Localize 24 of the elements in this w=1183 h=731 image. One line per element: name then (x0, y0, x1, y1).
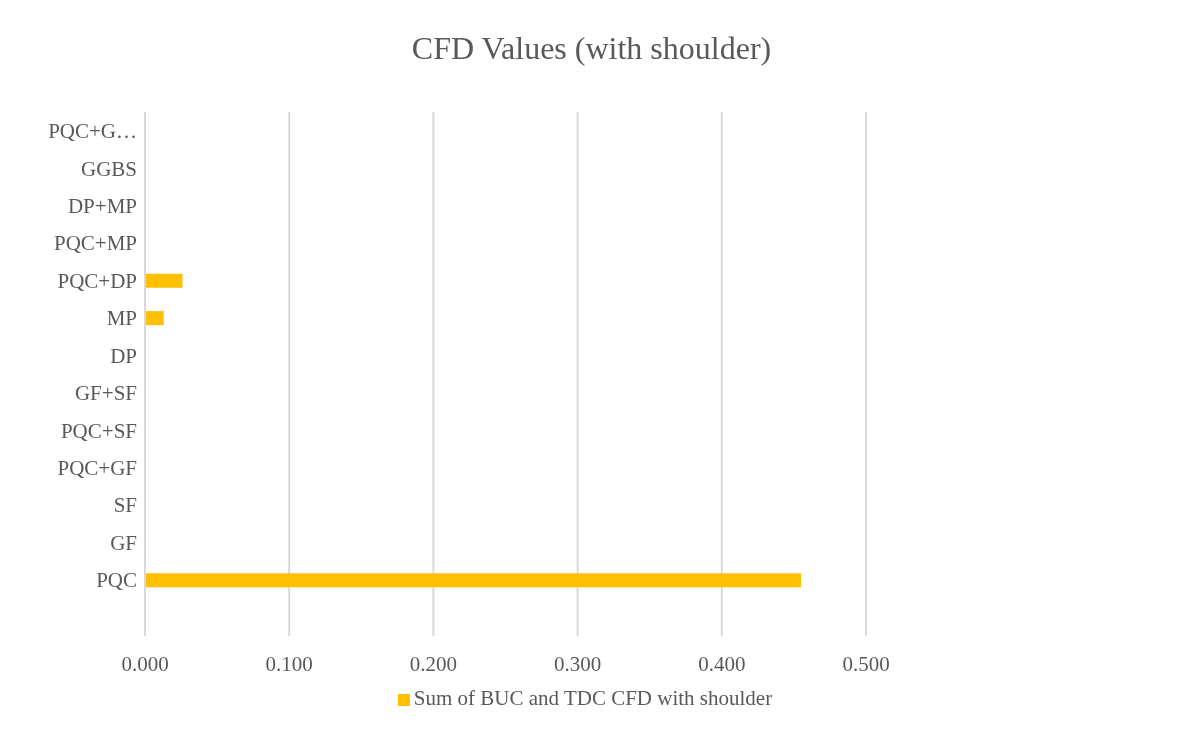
y-tick-label: PQC+GF (57, 456, 137, 481)
bar (145, 273, 183, 288)
x-tick-label: 0.200 (409, 651, 458, 676)
bar (145, 311, 164, 326)
y-tick-label: GF (110, 530, 137, 555)
x-tick-label: 0.500 (842, 651, 890, 676)
x-tick-label: 0.400 (698, 651, 746, 676)
chart-title: CFD Values (with shoulder) (410, 30, 773, 67)
y-tick-label: PQC (96, 568, 137, 593)
y-tick-label: PQC+SF (60, 418, 137, 443)
x-tick-label: 0.100 (265, 651, 313, 676)
y-tick-label: PQC+G… (48, 119, 137, 144)
y-tick-label: SF (113, 493, 137, 518)
y-tick-label: PQC+DP (57, 268, 137, 293)
x-tick-label: 0.000 (121, 651, 169, 676)
x-tick-label: 0.300 (553, 651, 602, 676)
bar (145, 573, 802, 588)
y-tick-label: DP (110, 343, 137, 368)
y-tick-label: MP (106, 306, 137, 331)
legend-label: Sum of BUC and TDC CFD with shoulder (413, 686, 773, 710)
y-tick-label: GGBS (80, 156, 137, 181)
y-tick-label: GF+SF (74, 381, 137, 406)
y-tick-label: DP+MP (67, 194, 137, 219)
y-tick-label: PQC+MP (53, 231, 137, 256)
